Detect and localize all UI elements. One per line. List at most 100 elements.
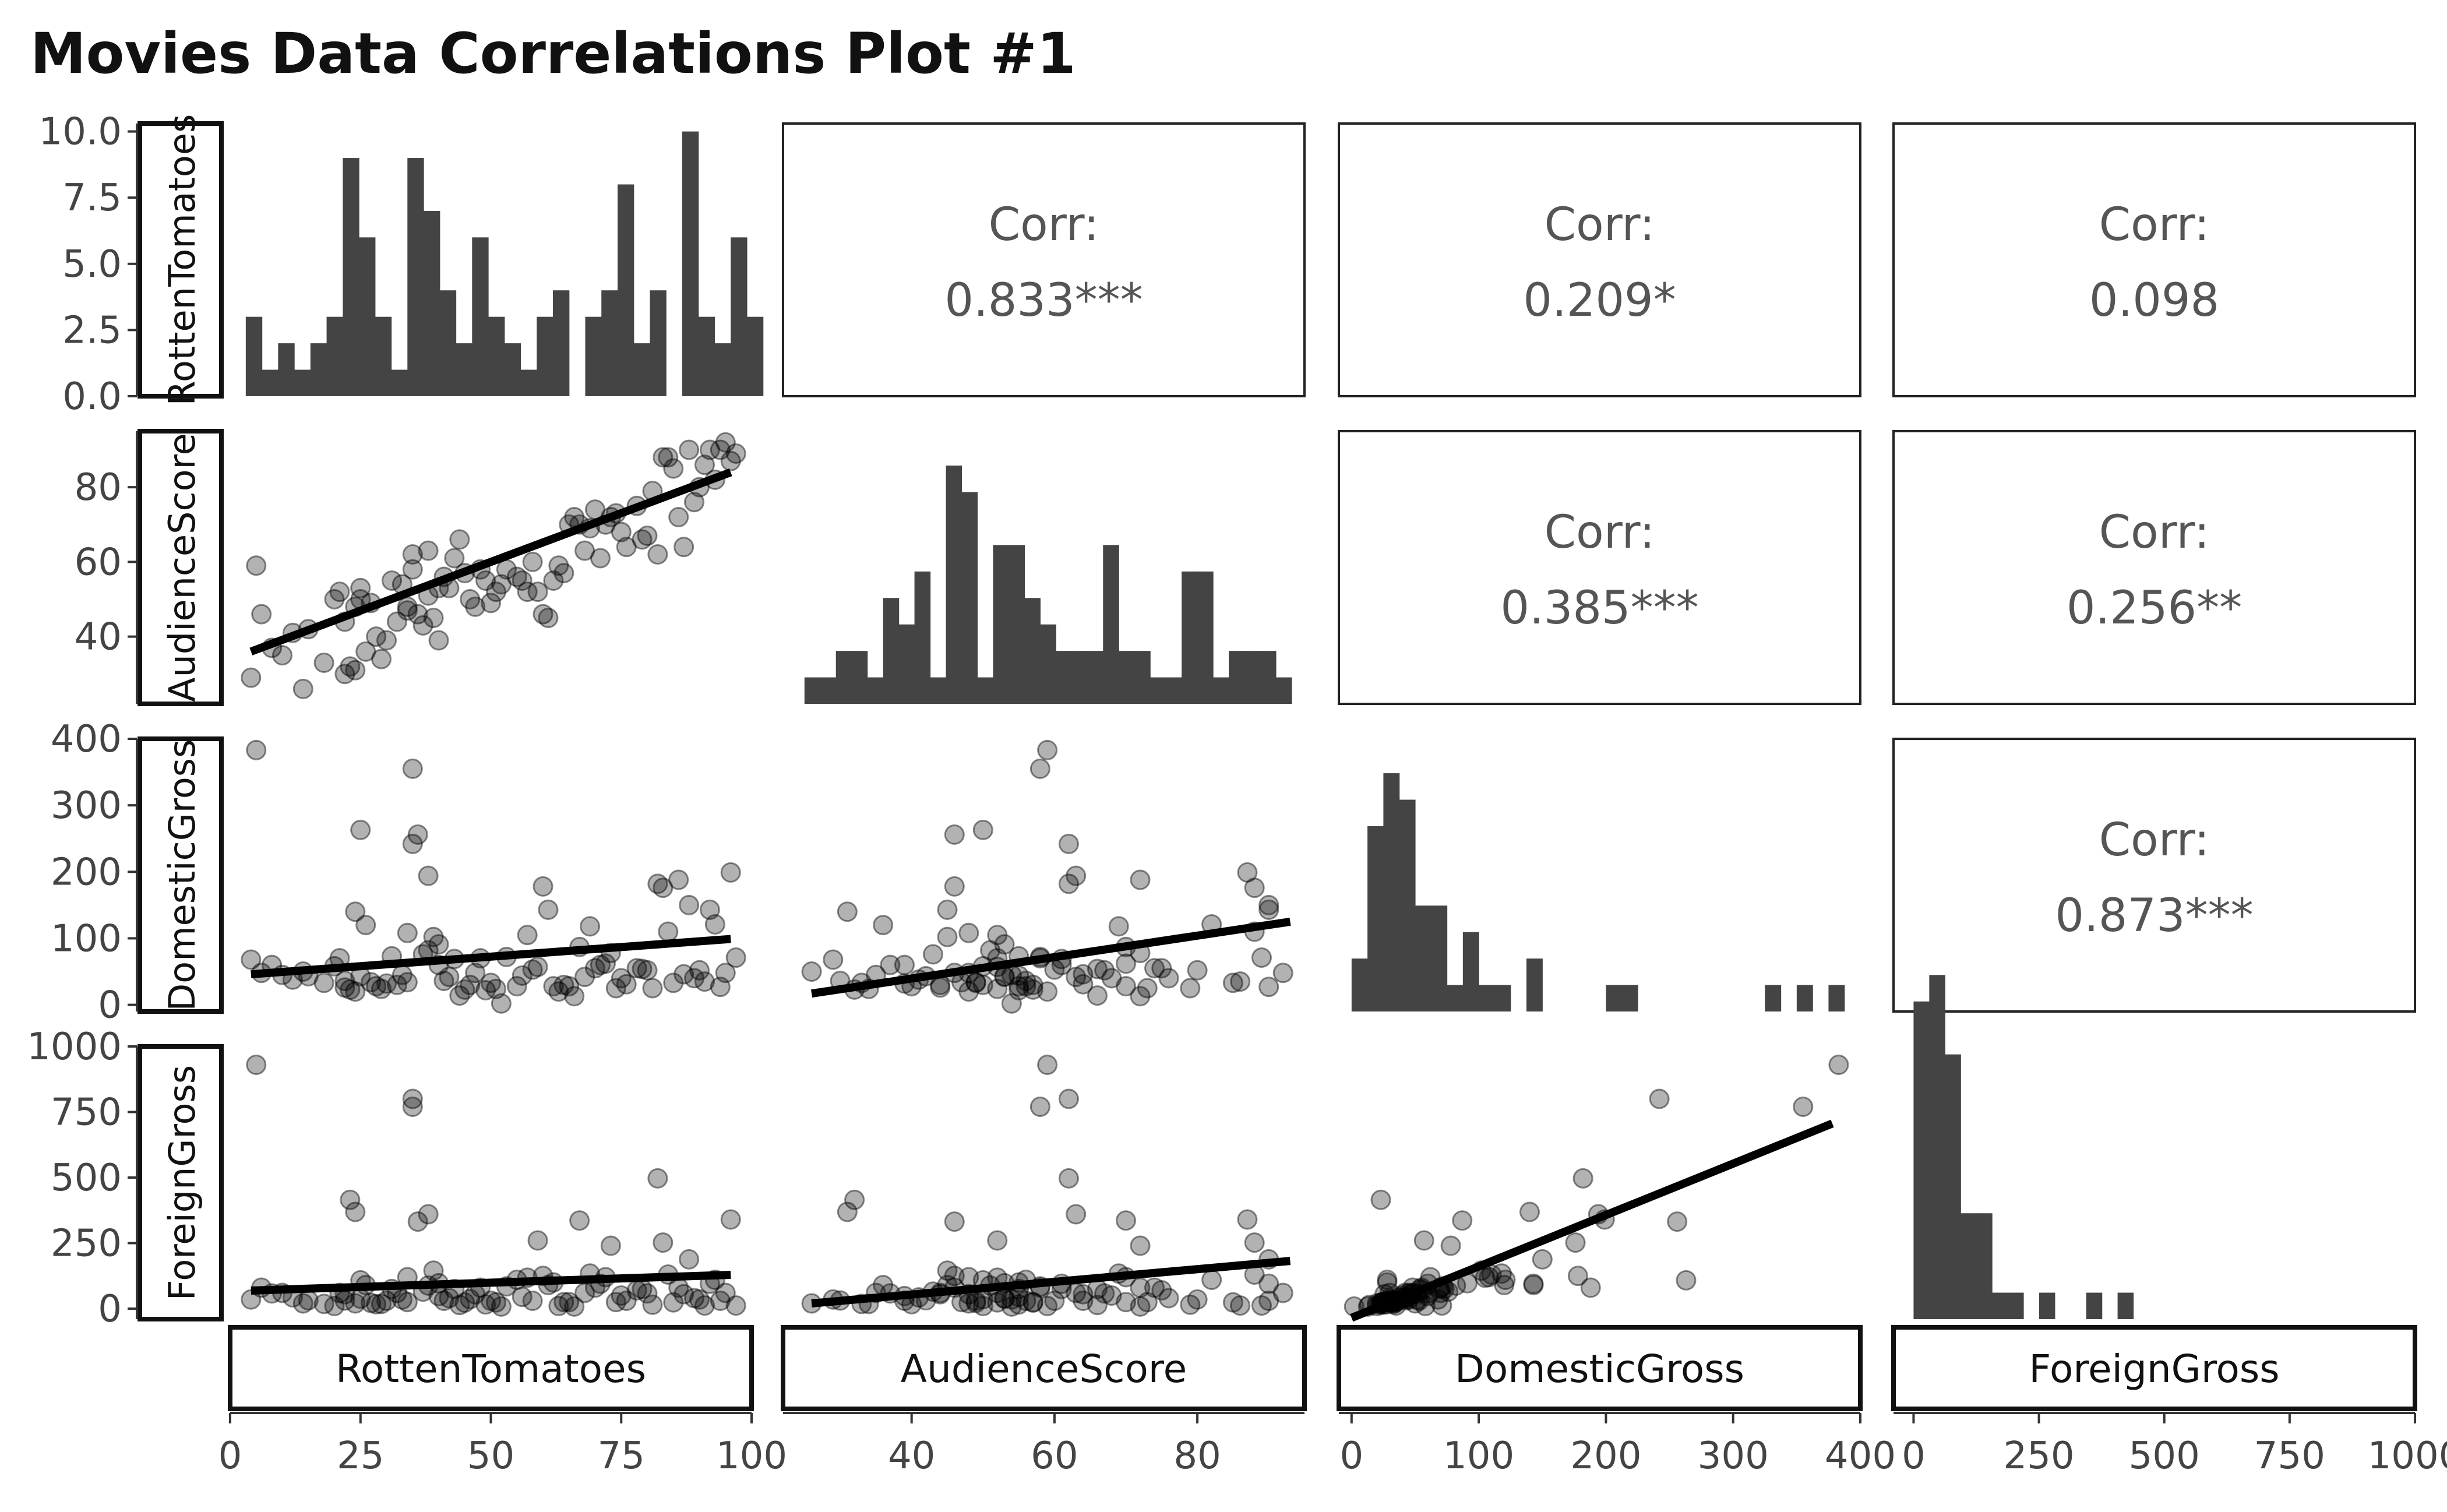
corr-box — [782, 122, 1306, 397]
scatter-point — [637, 1283, 658, 1304]
corr-value: 0.098 — [2089, 274, 2219, 327]
scatter-point — [1258, 894, 1279, 915]
histogram-bar — [424, 210, 440, 396]
x-axis-rottentomatoes: 0 25 50 75 100 — [218, 1412, 787, 1478]
histogram-bar — [1071, 651, 1088, 704]
scatter-point — [1009, 979, 1029, 1000]
scatter-point — [873, 915, 894, 936]
histogram-bar — [993, 545, 1010, 704]
scatter-point — [590, 954, 611, 975]
histogram-bar — [310, 343, 327, 396]
scatter-point — [600, 1235, 621, 1256]
y-tick-label: 40 — [75, 616, 122, 659]
scatter-point — [559, 976, 580, 997]
scatter-point — [1251, 1295, 1272, 1316]
scatter-point — [433, 1291, 454, 1311]
histogram-bar — [746, 316, 764, 396]
scatter-point — [371, 1294, 392, 1314]
scatter-point — [720, 862, 741, 883]
col-strip-rottentomatoes: RottenTomatoes — [228, 1325, 754, 1411]
scatter-point — [1101, 1285, 1122, 1306]
scatter-point — [392, 1289, 412, 1310]
scatter-point — [689, 1289, 710, 1310]
panel-domesticgross-domesticgross — [1351, 773, 1845, 1011]
scatter-point — [460, 1289, 481, 1310]
scatter-point — [616, 537, 637, 558]
scatter-point — [1523, 1273, 1544, 1294]
col-strip-foreigngross: ForeignGross — [1891, 1325, 2417, 1411]
scatter-point — [1237, 1209, 1258, 1230]
scatter-point — [1022, 1292, 1043, 1313]
panel-audiencescore-foreigngross: Corr: 0.256** — [1892, 430, 2416, 705]
scatter-point — [647, 873, 668, 894]
scatter-point — [1115, 953, 1136, 974]
scatter-point — [616, 1291, 637, 1311]
scatter-point — [522, 1291, 543, 1311]
scatter-point — [674, 1284, 694, 1305]
histogram-bar — [1992, 1292, 2008, 1319]
scatter-point — [1572, 1168, 1593, 1189]
scatter-point — [937, 926, 958, 947]
scatter-point — [642, 1294, 663, 1315]
x-tick-label: 0 — [1902, 1435, 1926, 1478]
panel-rottentomatoes-foreigngross: Corr: 0.098 — [1892, 122, 2416, 397]
scatter-point — [475, 1294, 496, 1315]
scatter-point — [679, 439, 700, 460]
scatter-point — [1158, 968, 1179, 989]
histogram-bar — [1119, 651, 1135, 704]
histogram-bar — [650, 290, 667, 396]
scatter-point — [994, 934, 1015, 955]
scatter-point — [465, 963, 486, 984]
scatter-point — [1009, 976, 1029, 997]
scatter-point — [418, 540, 439, 561]
scatter-point — [1258, 1273, 1279, 1294]
scatter-point — [402, 559, 423, 580]
histogram-bar — [439, 290, 457, 396]
histogram-bar — [278, 343, 295, 396]
histogram-bar — [343, 158, 359, 396]
scatter-point — [1130, 1296, 1151, 1317]
scatter-point — [965, 1291, 986, 1311]
panel-audiencescore-audiencescore — [804, 466, 1292, 704]
corr-value: 0.385*** — [1500, 582, 1698, 635]
scatter-point — [1016, 1291, 1036, 1311]
scatter-point — [684, 968, 705, 989]
scatter-point — [958, 1267, 979, 1288]
scatter-point — [1258, 1291, 1279, 1311]
scatter-point — [1029, 758, 1050, 779]
corr-label: Corr: — [2099, 199, 2210, 251]
scatter-point — [1479, 1267, 1500, 1288]
scatter-point — [397, 972, 418, 993]
scatter-point — [376, 630, 397, 651]
scatter-point — [958, 922, 979, 943]
x-tick-label: 40 — [888, 1435, 935, 1478]
histogram-bar — [1945, 1054, 1961, 1319]
scatter-point — [241, 949, 262, 970]
scatter-point — [397, 922, 418, 943]
scatter-point — [334, 977, 355, 998]
col-strip-label: DomesticGross — [1455, 1347, 1744, 1391]
scatter-point — [246, 1055, 267, 1075]
histogram-bar — [1367, 826, 1384, 1011]
y-tick-label: 400 — [51, 718, 122, 761]
scatter-point — [1137, 978, 1158, 999]
scatter-point — [710, 977, 731, 998]
scatter-point — [611, 968, 632, 989]
histogram-bar — [1383, 773, 1400, 1011]
scatter-point — [418, 1204, 439, 1225]
scatter-point — [1058, 873, 1079, 894]
scatter-point — [439, 967, 460, 988]
scatter-point — [340, 979, 361, 1000]
histogram-bar — [2039, 1292, 2055, 1319]
col-strip-label: RottenTomatoes — [336, 1347, 646, 1391]
scatter-point — [481, 972, 501, 993]
scatter-point — [1066, 865, 1087, 886]
scatter-point — [543, 976, 564, 997]
col-strip-audiencescore: AudienceScore — [781, 1325, 1307, 1411]
histogram-bar — [2008, 1292, 2024, 1319]
scatter-point — [637, 526, 658, 547]
regression-line — [251, 935, 731, 979]
row-strip-audiencescore: AudienceScore — [137, 429, 224, 706]
scatter-point — [1130, 1277, 1151, 1298]
chart-title: Movies Data Correlations Plot #1 — [30, 21, 1076, 86]
